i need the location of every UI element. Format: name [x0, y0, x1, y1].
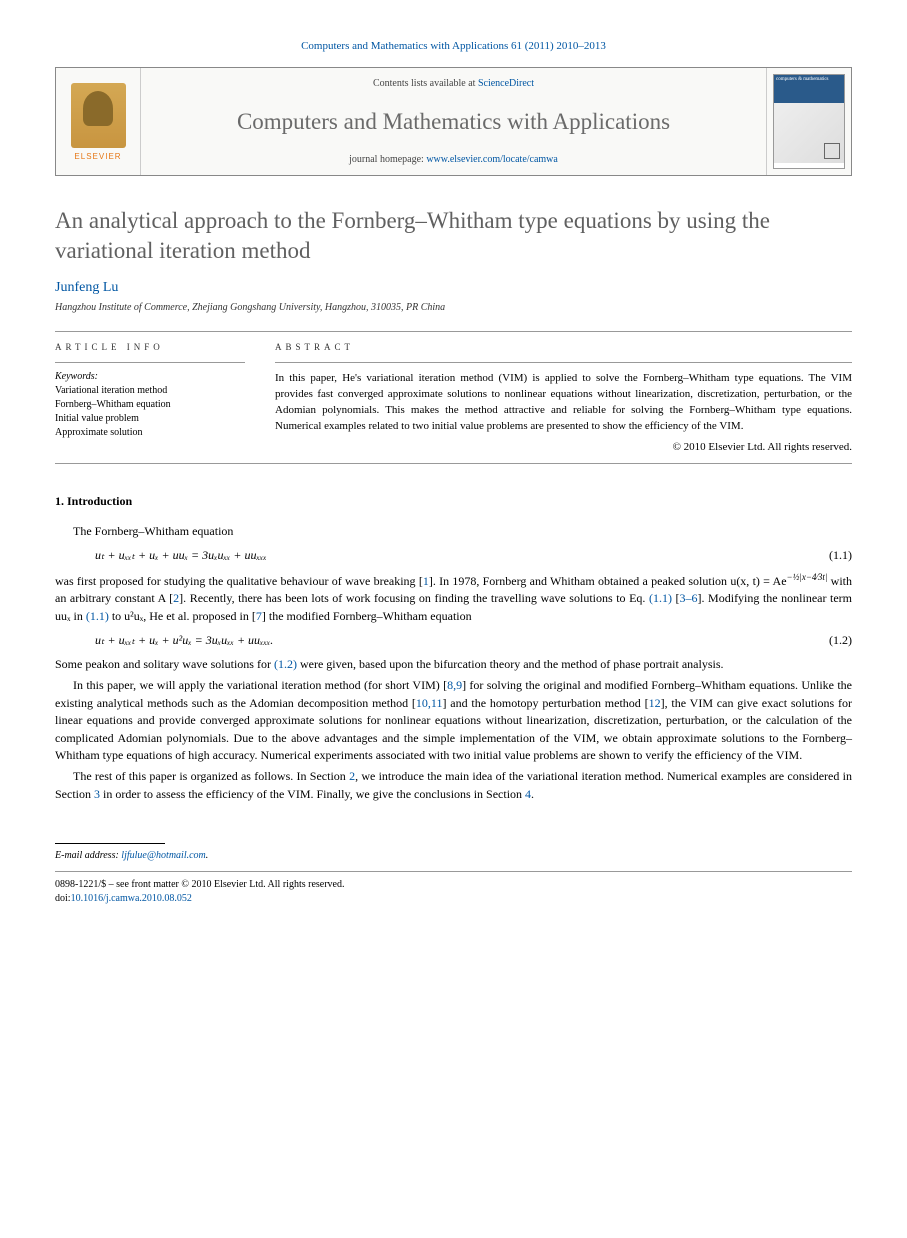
text: to u²uₓ, He et al. proposed in [ [109, 609, 256, 623]
journal-header: ELSEVIER Contents lists available at Sci… [55, 67, 852, 176]
body-paragraph: In this paper, we will apply the variati… [55, 677, 852, 764]
text: Some peakon and solitary wave solutions … [55, 657, 274, 671]
text: In this paper, we will apply the variati… [73, 678, 447, 692]
author-name[interactable]: Junfeng Lu [55, 280, 852, 296]
keyword: Fornberg–Whitham equation [55, 398, 245, 412]
ref-link[interactable]: 12 [649, 696, 661, 710]
ref-link[interactable]: 10,11 [416, 696, 443, 710]
keyword: Variational iteration method [55, 384, 245, 398]
ref-link[interactable]: 8,9 [447, 678, 462, 692]
cover-image: computers & mathematics [773, 74, 845, 169]
body-paragraph: The rest of this paper is organized as f… [55, 768, 852, 803]
text: was first proposed for studying the qual… [55, 574, 423, 588]
cover-header: computers & mathematics [774, 75, 844, 103]
author-affiliation: Hangzhou Institute of Commerce, Zhejiang… [55, 302, 852, 313]
text: in order to assess the efficiency of the… [100, 787, 525, 801]
divider [55, 463, 852, 464]
sciencedirect-link[interactable]: ScienceDirect [478, 78, 534, 89]
contents-available: Contents lists available at ScienceDirec… [156, 78, 751, 89]
doi-link[interactable]: 10.1016/j.camwa.2010.08.052 [71, 893, 192, 904]
journal-cover-thumb: computers & mathematics [766, 68, 851, 175]
keyword: Initial value problem [55, 412, 245, 426]
introduction-section: 1. Introduction The Fornberg–Whitham equ… [55, 494, 852, 804]
eq-ref-link[interactable]: (1.1) [86, 609, 109, 623]
abstract-label: ABSTRACT [275, 342, 852, 352]
section-heading: 1. Introduction [55, 494, 852, 509]
equation-row: uₜ + uₓₓₜ + uₓ + uuₓ = 3uₓuₓₓ + uuₓₓₓ (1… [95, 548, 852, 563]
elsevier-logo: ELSEVIER [56, 68, 141, 175]
article-info-label: ARTICLE INFO [55, 342, 245, 352]
article-title: An analytical approach to the Fornberg–W… [55, 206, 852, 266]
eq-ref-link[interactable]: (1.1) [649, 591, 672, 605]
abstract-divider [275, 362, 852, 363]
exponent: −½|x−4⁄3t| [787, 572, 828, 582]
homepage-prefix: journal homepage: [349, 154, 426, 165]
bottom-divider [55, 871, 852, 872]
text: [ [672, 591, 680, 605]
text: ]. In 1978, Fornberg and Whitham obtaine… [429, 574, 787, 588]
article-info: ARTICLE INFO Keywords: Variational itera… [55, 342, 245, 453]
text: . [206, 850, 209, 861]
equation-number: (1.1) [829, 548, 852, 563]
email-label: E-mail address: [55, 850, 121, 861]
eq-ref-link[interactable]: (1.2) [274, 657, 297, 671]
ref-link[interactable]: 3–6 [680, 591, 698, 605]
footnote-divider [55, 843, 165, 844]
keywords-label: Keywords: [55, 371, 245, 382]
journal-homepage: journal homepage: www.elsevier.com/locat… [156, 154, 751, 165]
cover-body [774, 103, 844, 163]
abstract-column: ABSTRACT In this paper, He's variational… [275, 342, 852, 453]
text: ] the modified Fornberg–Whitham equation [262, 609, 472, 623]
info-divider [55, 362, 245, 363]
text: The rest of this paper is organized as f… [73, 769, 349, 783]
header-center: Contents lists available at ScienceDirec… [141, 68, 766, 175]
body-paragraph: Some peakon and solitary wave solutions … [55, 656, 852, 673]
divider [55, 331, 852, 332]
text: were given, based upon the bifurcation t… [297, 657, 724, 671]
body-paragraph: The Fornberg–Whitham equation [55, 523, 852, 540]
body-paragraph: was first proposed for studying the qual… [55, 571, 852, 625]
journal-citation: Computers and Mathematics with Applicati… [55, 40, 852, 52]
homepage-link[interactable]: www.elsevier.com/locate/camwa [426, 154, 558, 165]
text: ]. Recently, there has been lots of work… [179, 591, 649, 605]
text: . [531, 787, 534, 801]
journal-name: Computers and Mathematics with Applicati… [156, 109, 751, 135]
contents-prefix: Contents lists available at [373, 78, 478, 89]
abstract-copyright: © 2010 Elsevier Ltd. All rights reserved… [275, 441, 852, 453]
elsevier-tree-icon [71, 83, 126, 148]
equation: uₜ + uₓₓₜ + uₓ + u²uₓ = 3uₓuₓₓ + uuₓₓₓ. [95, 633, 819, 648]
equation-row: uₜ + uₓₓₜ + uₓ + u²uₓ = 3uₓuₓₓ + uuₓₓₓ. … [95, 633, 852, 648]
email-footnote: E-mail address: ljfulue@hotmail.com. [55, 850, 852, 861]
abstract-text: In this paper, He's variational iteratio… [275, 371, 852, 435]
email-link[interactable]: ljfulue@hotmail.com [121, 850, 205, 861]
elsevier-name: ELSEVIER [74, 152, 121, 161]
copyright-line: 0898-1221/$ – see front matter © 2010 El… [55, 878, 852, 892]
text: ] and the homotopy perturbation method [ [442, 696, 648, 710]
info-abstract-row: ARTICLE INFO Keywords: Variational itera… [55, 342, 852, 453]
doi-label: doi: [55, 893, 71, 904]
equation: uₜ + uₓₓₜ + uₓ + uuₓ = 3uₓuₓₓ + uuₓₓₓ [95, 548, 819, 563]
keyword: Approximate solution [55, 426, 245, 440]
doi-line: doi:10.1016/j.camwa.2010.08.052 [55, 892, 852, 906]
equation-number: (1.2) [829, 633, 852, 648]
